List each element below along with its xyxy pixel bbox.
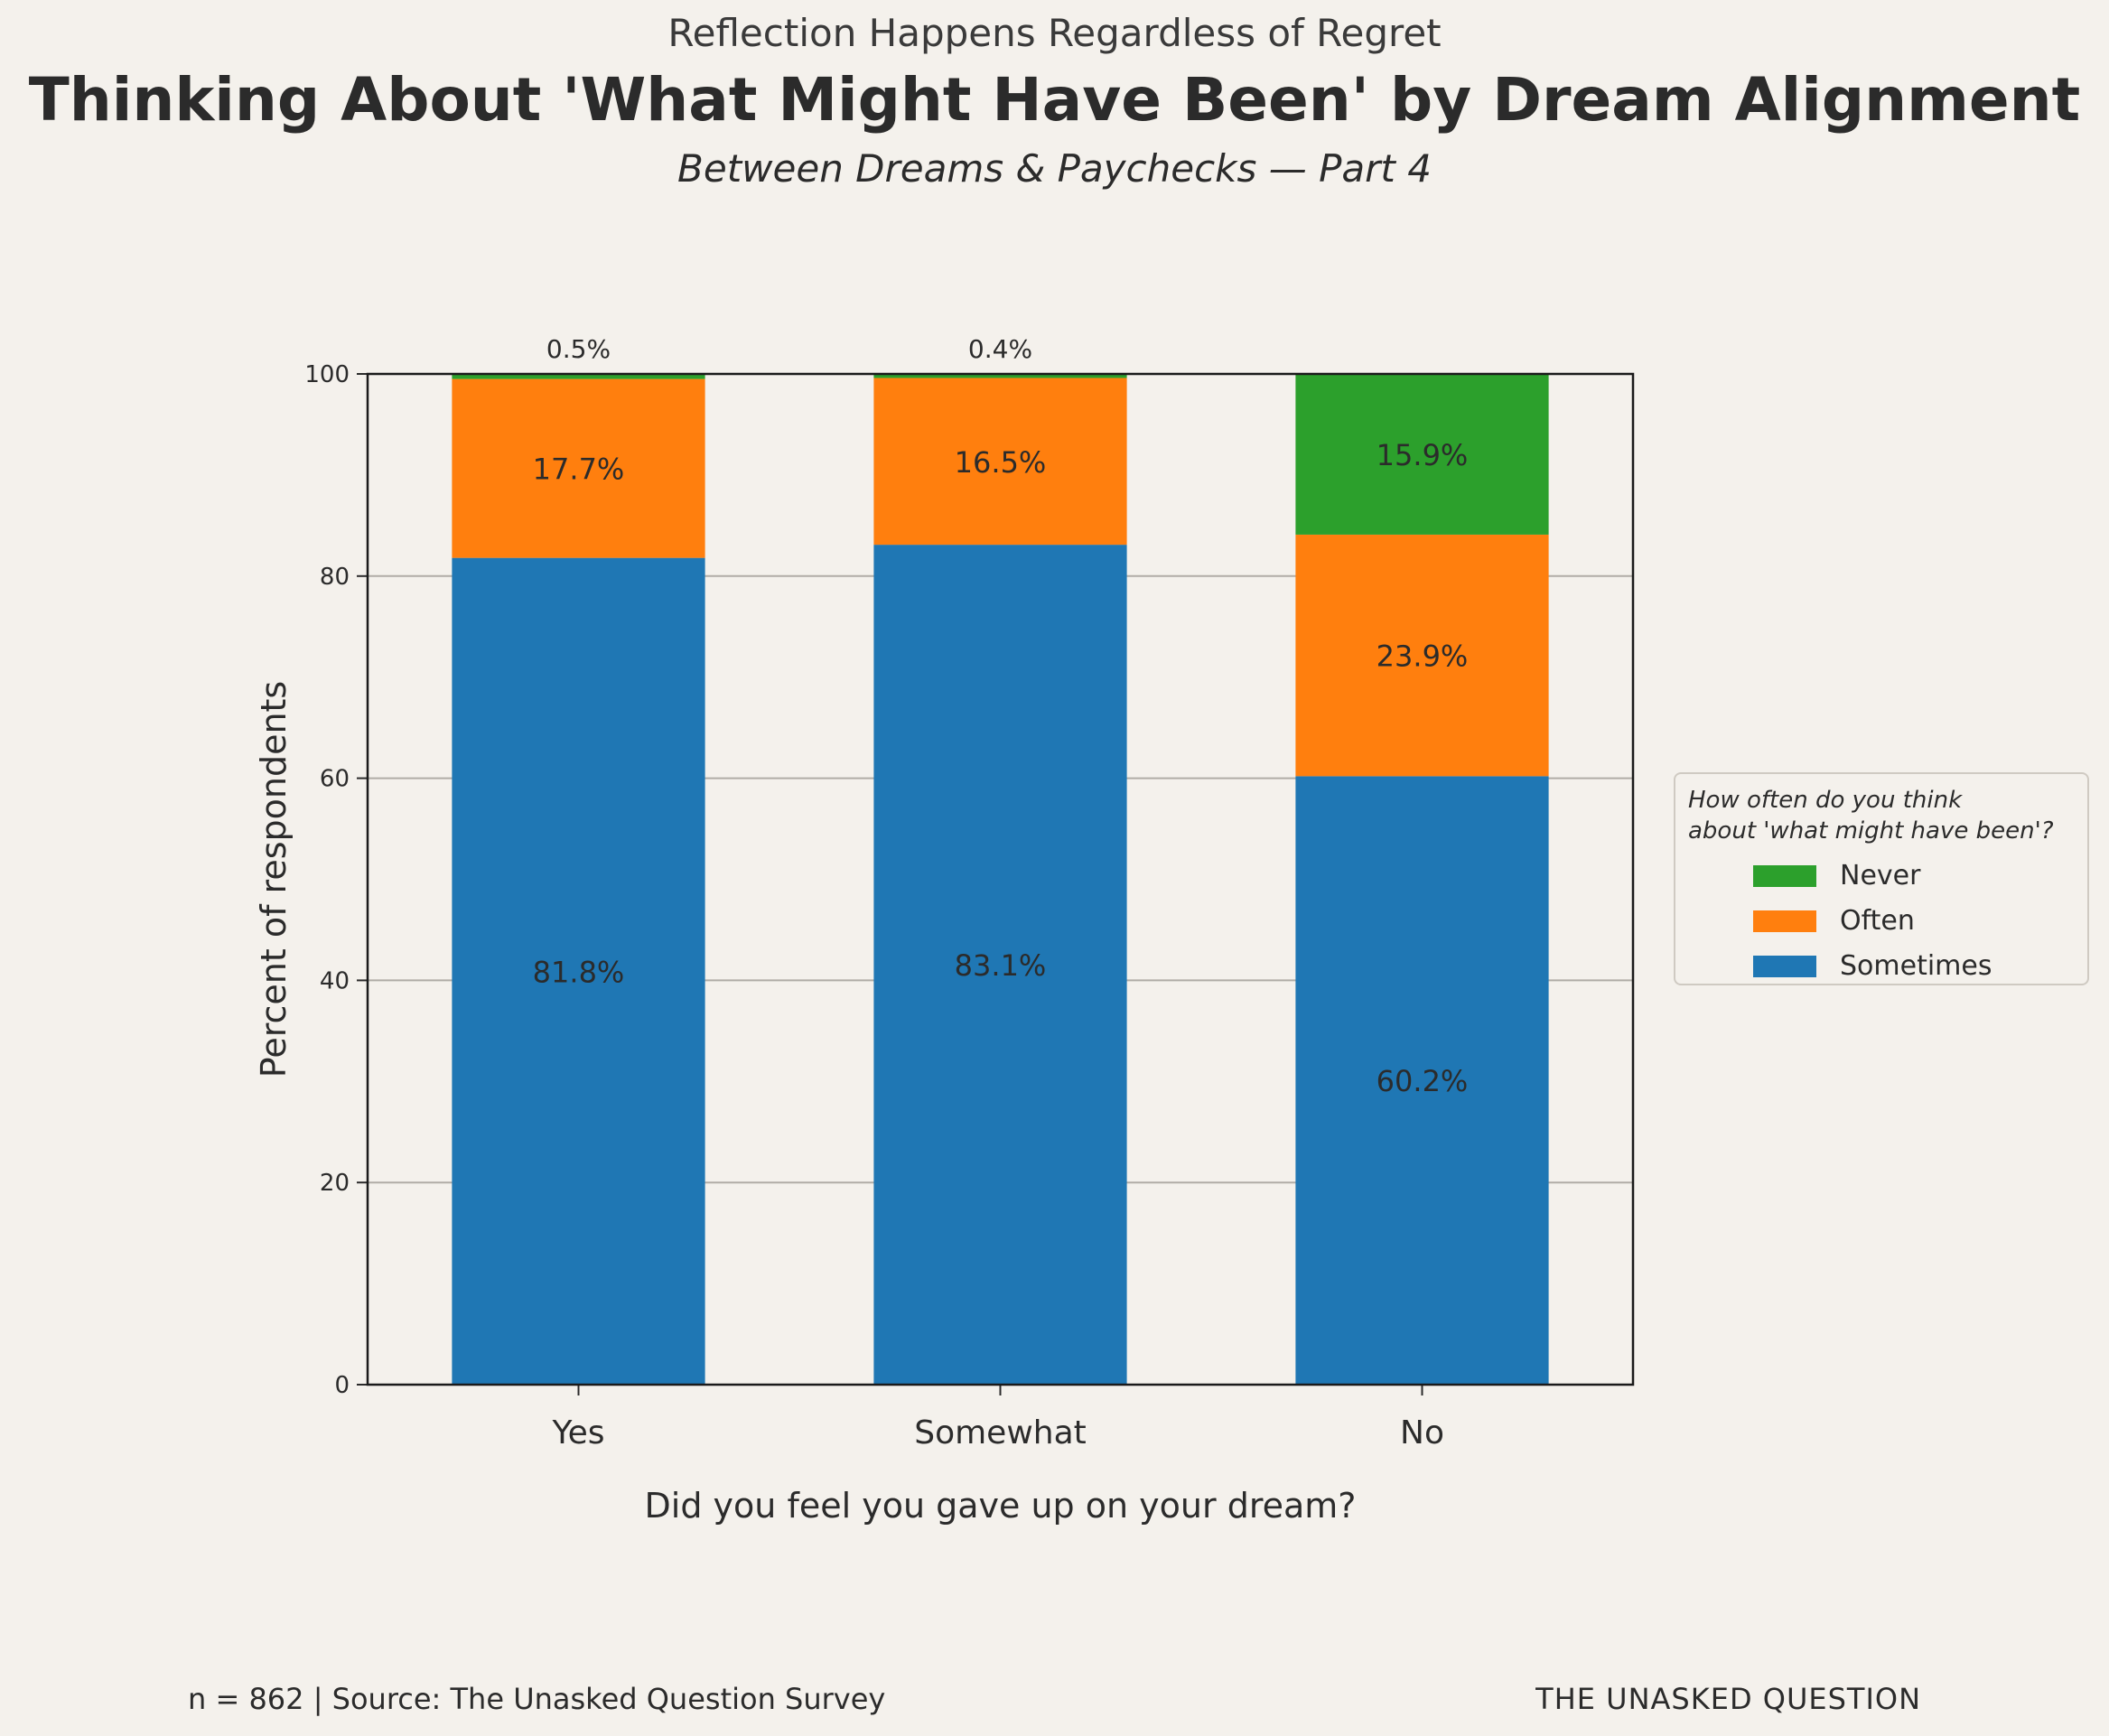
y-tick-label: 100: [304, 361, 350, 388]
data-label: 0.4%: [968, 334, 1032, 364]
y-tick-label: 60: [320, 766, 350, 793]
y-tick-label: 20: [320, 1170, 350, 1197]
legend-label-sometimes: Sometimes: [1840, 948, 1992, 985]
y-axis-label: Percent of respondents: [254, 681, 294, 1078]
x-axis-label: Did you feel you gave up on your dream?: [645, 1486, 1357, 1526]
x-tick-label: No: [1400, 1414, 1444, 1451]
y-tick-label: 40: [320, 967, 350, 994]
legend-title: How often do you think about 'what might…: [1688, 785, 2054, 846]
data-label: 17.7%: [533, 453, 625, 487]
x-tick-label: Somewhat: [914, 1414, 1087, 1451]
data-label: 15.9%: [1376, 438, 1469, 472]
legend-swatch-sometimes: [1753, 956, 1816, 977]
footer-brand: THE UNASKED QUESTION: [1535, 1682, 1921, 1716]
x-tick-label: Yes: [551, 1414, 604, 1451]
legend-label-often: Often: [1840, 903, 1915, 939]
legend-swatch-never: [1753, 865, 1816, 887]
data-label: 83.1%: [955, 948, 1047, 983]
data-label: 81.8%: [533, 955, 625, 989]
data-label: 60.2%: [1376, 1064, 1469, 1098]
footer-source: n = 862 | Source: The Unasked Question S…: [188, 1682, 885, 1716]
legend-swatch-often: [1753, 910, 1816, 932]
y-tick-label: 80: [320, 564, 350, 591]
data-label: 16.5%: [955, 445, 1047, 480]
y-tick-label: 0: [334, 1372, 350, 1399]
data-label: 23.9%: [1376, 639, 1469, 674]
legend-label-never: Never: [1840, 858, 1920, 894]
legend: How often do you think about 'what might…: [1674, 772, 2089, 985]
data-label: 0.5%: [546, 334, 611, 364]
